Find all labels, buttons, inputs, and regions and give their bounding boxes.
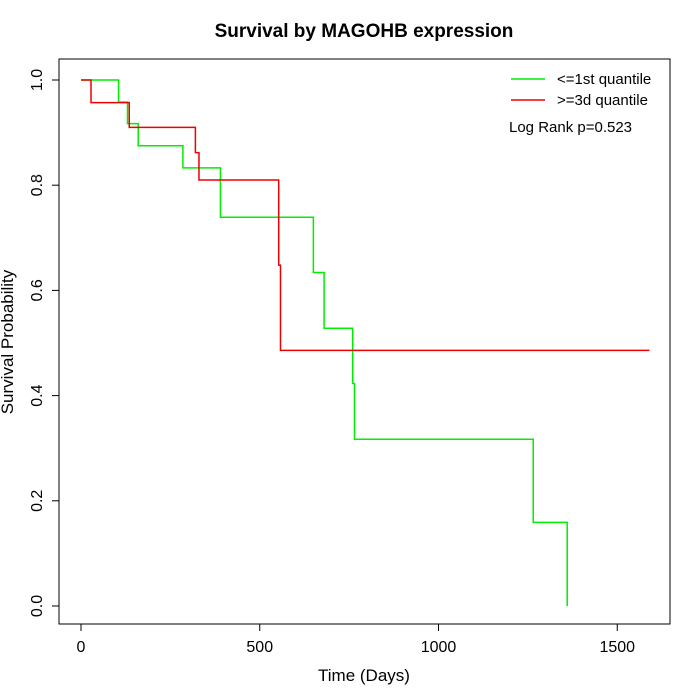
- y-axis: 0.0 0.2 0.4 0.6 0.8 1.0: [29, 69, 59, 617]
- x-axis: 0 500 1000 1500: [77, 624, 635, 656]
- y-tick-label: 0.8: [29, 174, 46, 196]
- chart-title: Survival by MAGOHB expression: [215, 21, 514, 42]
- y-tick-label: 0.4: [29, 384, 46, 406]
- legend: <=1st quantile >=3d quantile: [511, 71, 651, 109]
- series-layer: [81, 79, 650, 606]
- x-tick-label: 1000: [421, 639, 457, 656]
- series-line-high: [81, 79, 650, 352]
- y-tick-label: 0.2: [29, 490, 46, 512]
- y-axis-label: Survival Probability: [0, 269, 17, 414]
- x-tick-label: 500: [246, 639, 273, 656]
- y-tick-label: 1.0: [29, 69, 46, 91]
- series-line-low: [81, 79, 568, 606]
- x-axis-label: Time (Days): [318, 666, 410, 685]
- legend-label-high: >=3d quantile: [557, 92, 648, 109]
- x-tick-label: 0: [77, 639, 86, 656]
- legend-label-low: <=1st quantile: [557, 71, 651, 88]
- y-tick-label: 0.6: [29, 279, 46, 301]
- log-rank-annotation: Log Rank p=0.523: [509, 119, 632, 136]
- plot-box: [58, 58, 671, 625]
- x-tick-label: 1500: [599, 639, 635, 656]
- y-tick-label: 0.0: [29, 595, 46, 617]
